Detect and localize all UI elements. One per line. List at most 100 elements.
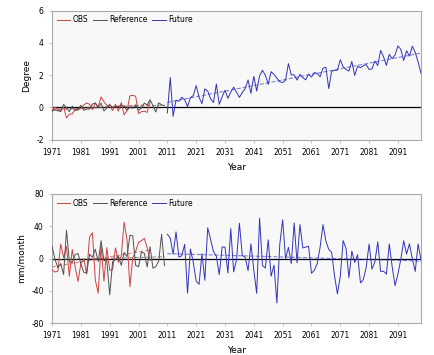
Reference [76,251,81,256]
Reference [61,102,66,106]
OBS [122,220,127,224]
Future [395,272,401,276]
Reference [150,266,155,270]
Reference [87,252,92,256]
Future [171,114,176,119]
Reference [116,254,121,258]
Y-axis label: Degree: Degree [22,59,31,92]
OBS [76,108,81,112]
OBS [64,245,69,249]
Reference [69,260,75,264]
Reference [145,103,150,107]
Future [165,232,170,236]
Reference [139,106,144,110]
Reference [84,107,89,111]
OBS [84,272,89,276]
Reference [55,266,60,270]
Reference [81,270,86,274]
Reference [162,263,167,268]
Reference [113,104,118,109]
Reference [125,255,130,259]
Reference [130,234,135,238]
Reference [95,260,101,264]
Reference [55,109,60,113]
Future [217,273,222,277]
OBS [102,279,107,283]
OBS [113,102,118,106]
OBS [107,104,112,108]
Future [274,301,279,305]
OBS [142,236,147,240]
Legend: OBS, Reference, Future: OBS, Reference, Future [56,15,193,25]
OBS [93,278,98,282]
Reference [142,101,147,105]
Line: Future: Future [168,46,421,116]
OBS [125,237,130,242]
OBS [61,256,66,260]
Future [266,82,271,86]
OBS [90,108,95,112]
Future [191,261,196,265]
Reference [76,107,81,111]
Reference [49,244,55,248]
Reference [102,258,107,263]
OBS [136,240,141,245]
OBS [104,246,109,250]
Future [395,44,401,48]
Reference [162,104,167,108]
Reference [93,101,98,105]
Reference [139,250,144,254]
Reference [127,105,132,110]
OBS [87,102,92,106]
Reference [107,293,112,297]
OBS [130,256,135,260]
OBS [127,285,132,289]
Reference [136,108,141,113]
Reference [53,108,58,112]
OBS [104,103,109,108]
Reference [104,106,109,110]
Reference [72,108,78,113]
OBS [69,247,75,252]
OBS [139,110,144,114]
Line: Future: Future [168,218,421,303]
Reference [148,98,153,102]
Reference [133,263,138,268]
Reference [99,239,104,243]
Reference [93,247,98,251]
Line: OBS: OBS [52,222,150,293]
OBS [78,106,83,110]
OBS [148,99,153,103]
Reference [159,103,164,107]
Reference [118,103,124,108]
OBS [84,101,89,105]
OBS [133,249,138,253]
Reference [122,104,127,108]
OBS [133,94,138,98]
OBS [116,260,121,264]
Reference [58,109,63,114]
OBS [55,108,60,112]
OBS [136,111,141,116]
OBS [110,268,115,272]
OBS [49,109,55,113]
OBS [125,109,130,113]
Reference [107,102,112,106]
OBS [142,109,147,113]
Reference [156,259,161,263]
Line: Reference: Reference [52,100,164,112]
Reference [67,109,72,114]
Reference [142,251,147,255]
OBS [81,103,86,107]
OBS [148,258,153,263]
OBS [93,101,98,105]
OBS [145,110,150,115]
Reference [90,102,95,106]
Reference [64,228,69,233]
Reference [110,260,115,264]
Reference [72,252,78,257]
OBS [118,254,124,258]
OBS [110,109,115,113]
OBS [118,100,124,105]
Future [257,216,262,220]
